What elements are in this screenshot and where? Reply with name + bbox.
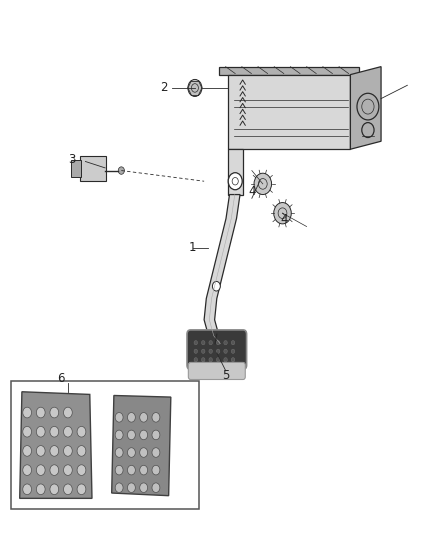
Circle shape (50, 426, 59, 437)
Circle shape (224, 341, 227, 345)
Circle shape (152, 465, 160, 475)
Circle shape (127, 430, 135, 440)
Circle shape (216, 358, 220, 362)
Circle shape (64, 426, 72, 437)
Circle shape (23, 426, 32, 437)
Circle shape (201, 358, 205, 362)
Text: 6: 6 (57, 372, 65, 385)
Circle shape (127, 483, 135, 492)
Circle shape (23, 465, 32, 475)
Circle shape (140, 483, 148, 492)
FancyBboxPatch shape (187, 330, 247, 369)
Circle shape (194, 358, 198, 362)
Circle shape (23, 446, 32, 456)
Circle shape (127, 413, 135, 422)
Circle shape (77, 446, 86, 456)
Circle shape (224, 349, 227, 353)
Circle shape (77, 484, 86, 495)
Circle shape (201, 341, 205, 345)
Circle shape (64, 465, 72, 475)
Circle shape (140, 430, 148, 440)
Circle shape (194, 341, 198, 345)
Circle shape (140, 465, 148, 475)
Circle shape (23, 484, 32, 495)
Circle shape (209, 341, 212, 345)
Circle shape (64, 484, 72, 495)
Text: 5: 5 (222, 369, 229, 382)
Polygon shape (20, 392, 92, 498)
Circle shape (194, 349, 198, 353)
Circle shape (36, 484, 45, 495)
Circle shape (36, 446, 45, 456)
Circle shape (201, 349, 205, 353)
Circle shape (50, 407, 59, 418)
Circle shape (209, 349, 212, 353)
Bar (11, 381, 199, 509)
Circle shape (152, 430, 160, 440)
Circle shape (64, 407, 72, 418)
FancyBboxPatch shape (80, 156, 106, 181)
Circle shape (50, 446, 59, 456)
Circle shape (118, 167, 124, 174)
Circle shape (36, 407, 45, 418)
Text: 2: 2 (160, 82, 168, 94)
FancyBboxPatch shape (188, 362, 245, 379)
Circle shape (127, 465, 135, 475)
FancyBboxPatch shape (71, 160, 81, 177)
Circle shape (216, 349, 220, 353)
Circle shape (224, 358, 227, 362)
Text: 4: 4 (248, 185, 256, 198)
Polygon shape (350, 67, 381, 149)
Circle shape (115, 465, 123, 475)
Circle shape (140, 413, 148, 422)
Circle shape (274, 203, 291, 224)
Text: 4: 4 (280, 213, 288, 226)
Circle shape (50, 465, 59, 475)
Circle shape (152, 483, 160, 492)
Circle shape (77, 426, 86, 437)
Circle shape (231, 358, 235, 362)
Circle shape (77, 465, 86, 475)
Circle shape (212, 281, 220, 291)
Polygon shape (219, 67, 359, 75)
Circle shape (152, 413, 160, 422)
Circle shape (115, 413, 123, 422)
Circle shape (152, 448, 160, 457)
Circle shape (127, 448, 135, 457)
Circle shape (231, 341, 235, 345)
Polygon shape (204, 195, 240, 344)
Circle shape (50, 484, 59, 495)
Circle shape (36, 465, 45, 475)
Circle shape (23, 407, 32, 418)
Circle shape (188, 79, 202, 96)
Circle shape (64, 446, 72, 456)
Circle shape (254, 173, 272, 195)
Polygon shape (228, 149, 243, 195)
Circle shape (209, 358, 212, 362)
Polygon shape (228, 75, 350, 149)
Text: 3: 3 (69, 154, 76, 166)
Text: 1: 1 (189, 241, 197, 254)
Circle shape (231, 349, 235, 353)
Circle shape (140, 448, 148, 457)
Polygon shape (112, 395, 171, 496)
Circle shape (228, 173, 242, 190)
Circle shape (216, 341, 220, 345)
Circle shape (36, 426, 45, 437)
Circle shape (115, 448, 123, 457)
Circle shape (115, 430, 123, 440)
Circle shape (115, 483, 123, 492)
